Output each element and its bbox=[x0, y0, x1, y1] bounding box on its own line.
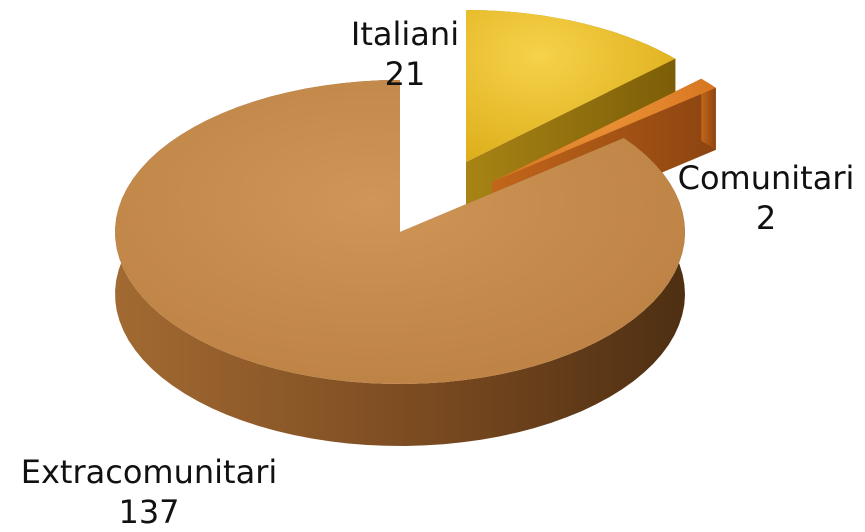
pie-slice-extracomunitari bbox=[115, 80, 686, 446]
slice-label-italiani: Italiani 21 bbox=[330, 14, 480, 94]
slice-value: 21 bbox=[384, 55, 426, 93]
slice-name: Italiani bbox=[350, 15, 460, 53]
slice-label-extracomunitari: Extracomunitari 137 bbox=[0, 452, 298, 532]
slice-value: 2 bbox=[755, 199, 777, 237]
slice-name: Extracomunitari bbox=[20, 453, 278, 491]
slice-value: 137 bbox=[118, 493, 180, 531]
slice-name: Comunitari bbox=[677, 159, 855, 197]
slice-label-comunitari: Comunitari 2 bbox=[668, 158, 864, 238]
